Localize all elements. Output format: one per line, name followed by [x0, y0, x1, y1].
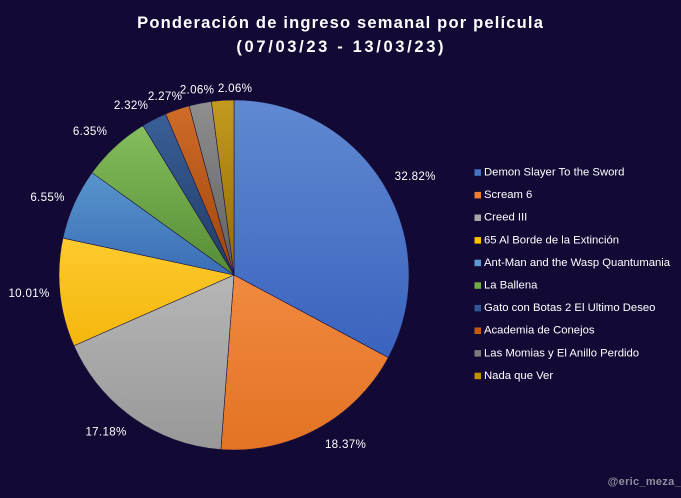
svg-text:Gato con Botas 2 El Ultimo Des: Gato con Botas 2 El Ultimo Deseo [484, 302, 655, 314]
svg-text:Ponderación de ingreso semanal: Ponderación de ingreso semanal por pelíc… [137, 14, 544, 32]
svg-text:10.01%: 10.01% [8, 287, 49, 300]
svg-text:2.27%: 2.27% [148, 90, 182, 103]
svg-text:(07/03/23 - 13/03/23): (07/03/23 - 13/03/23) [236, 38, 446, 56]
svg-text:32.82%: 32.82% [395, 170, 436, 183]
svg-text:2.32%: 2.32% [114, 99, 148, 112]
svg-text:Demon Slayer To the Sword: Demon Slayer To the Sword [484, 167, 624, 179]
svg-text:La Ballena: La Ballena [484, 280, 538, 292]
svg-text:65 Al Borde de la Extinción: 65 Al Borde de la Extinción [484, 234, 619, 246]
svg-text:18.37%: 18.37% [325, 438, 366, 451]
svg-text:Creed III: Creed III [484, 212, 527, 224]
svg-text:17.18%: 17.18% [85, 426, 126, 439]
svg-text:Ant-Man and the Wasp Quantuman: Ant-Man and the Wasp Quantumania [484, 257, 671, 269]
svg-text:@eric_meza_: @eric_meza_ [608, 476, 681, 488]
svg-text:Academia de Conejos: Academia de Conejos [484, 325, 595, 337]
svg-text:Nada que Ver: Nada que Ver [484, 370, 553, 382]
svg-text:6.55%: 6.55% [30, 191, 64, 204]
svg-text:2.06%: 2.06% [180, 84, 214, 97]
svg-text:2.06%: 2.06% [218, 82, 252, 95]
svg-text:Las Momias y El Anillo Perdido: Las Momias y El Anillo Perdido [484, 347, 639, 359]
svg-text:Scream 6: Scream 6 [484, 189, 532, 201]
svg-text:6.35%: 6.35% [73, 125, 107, 138]
